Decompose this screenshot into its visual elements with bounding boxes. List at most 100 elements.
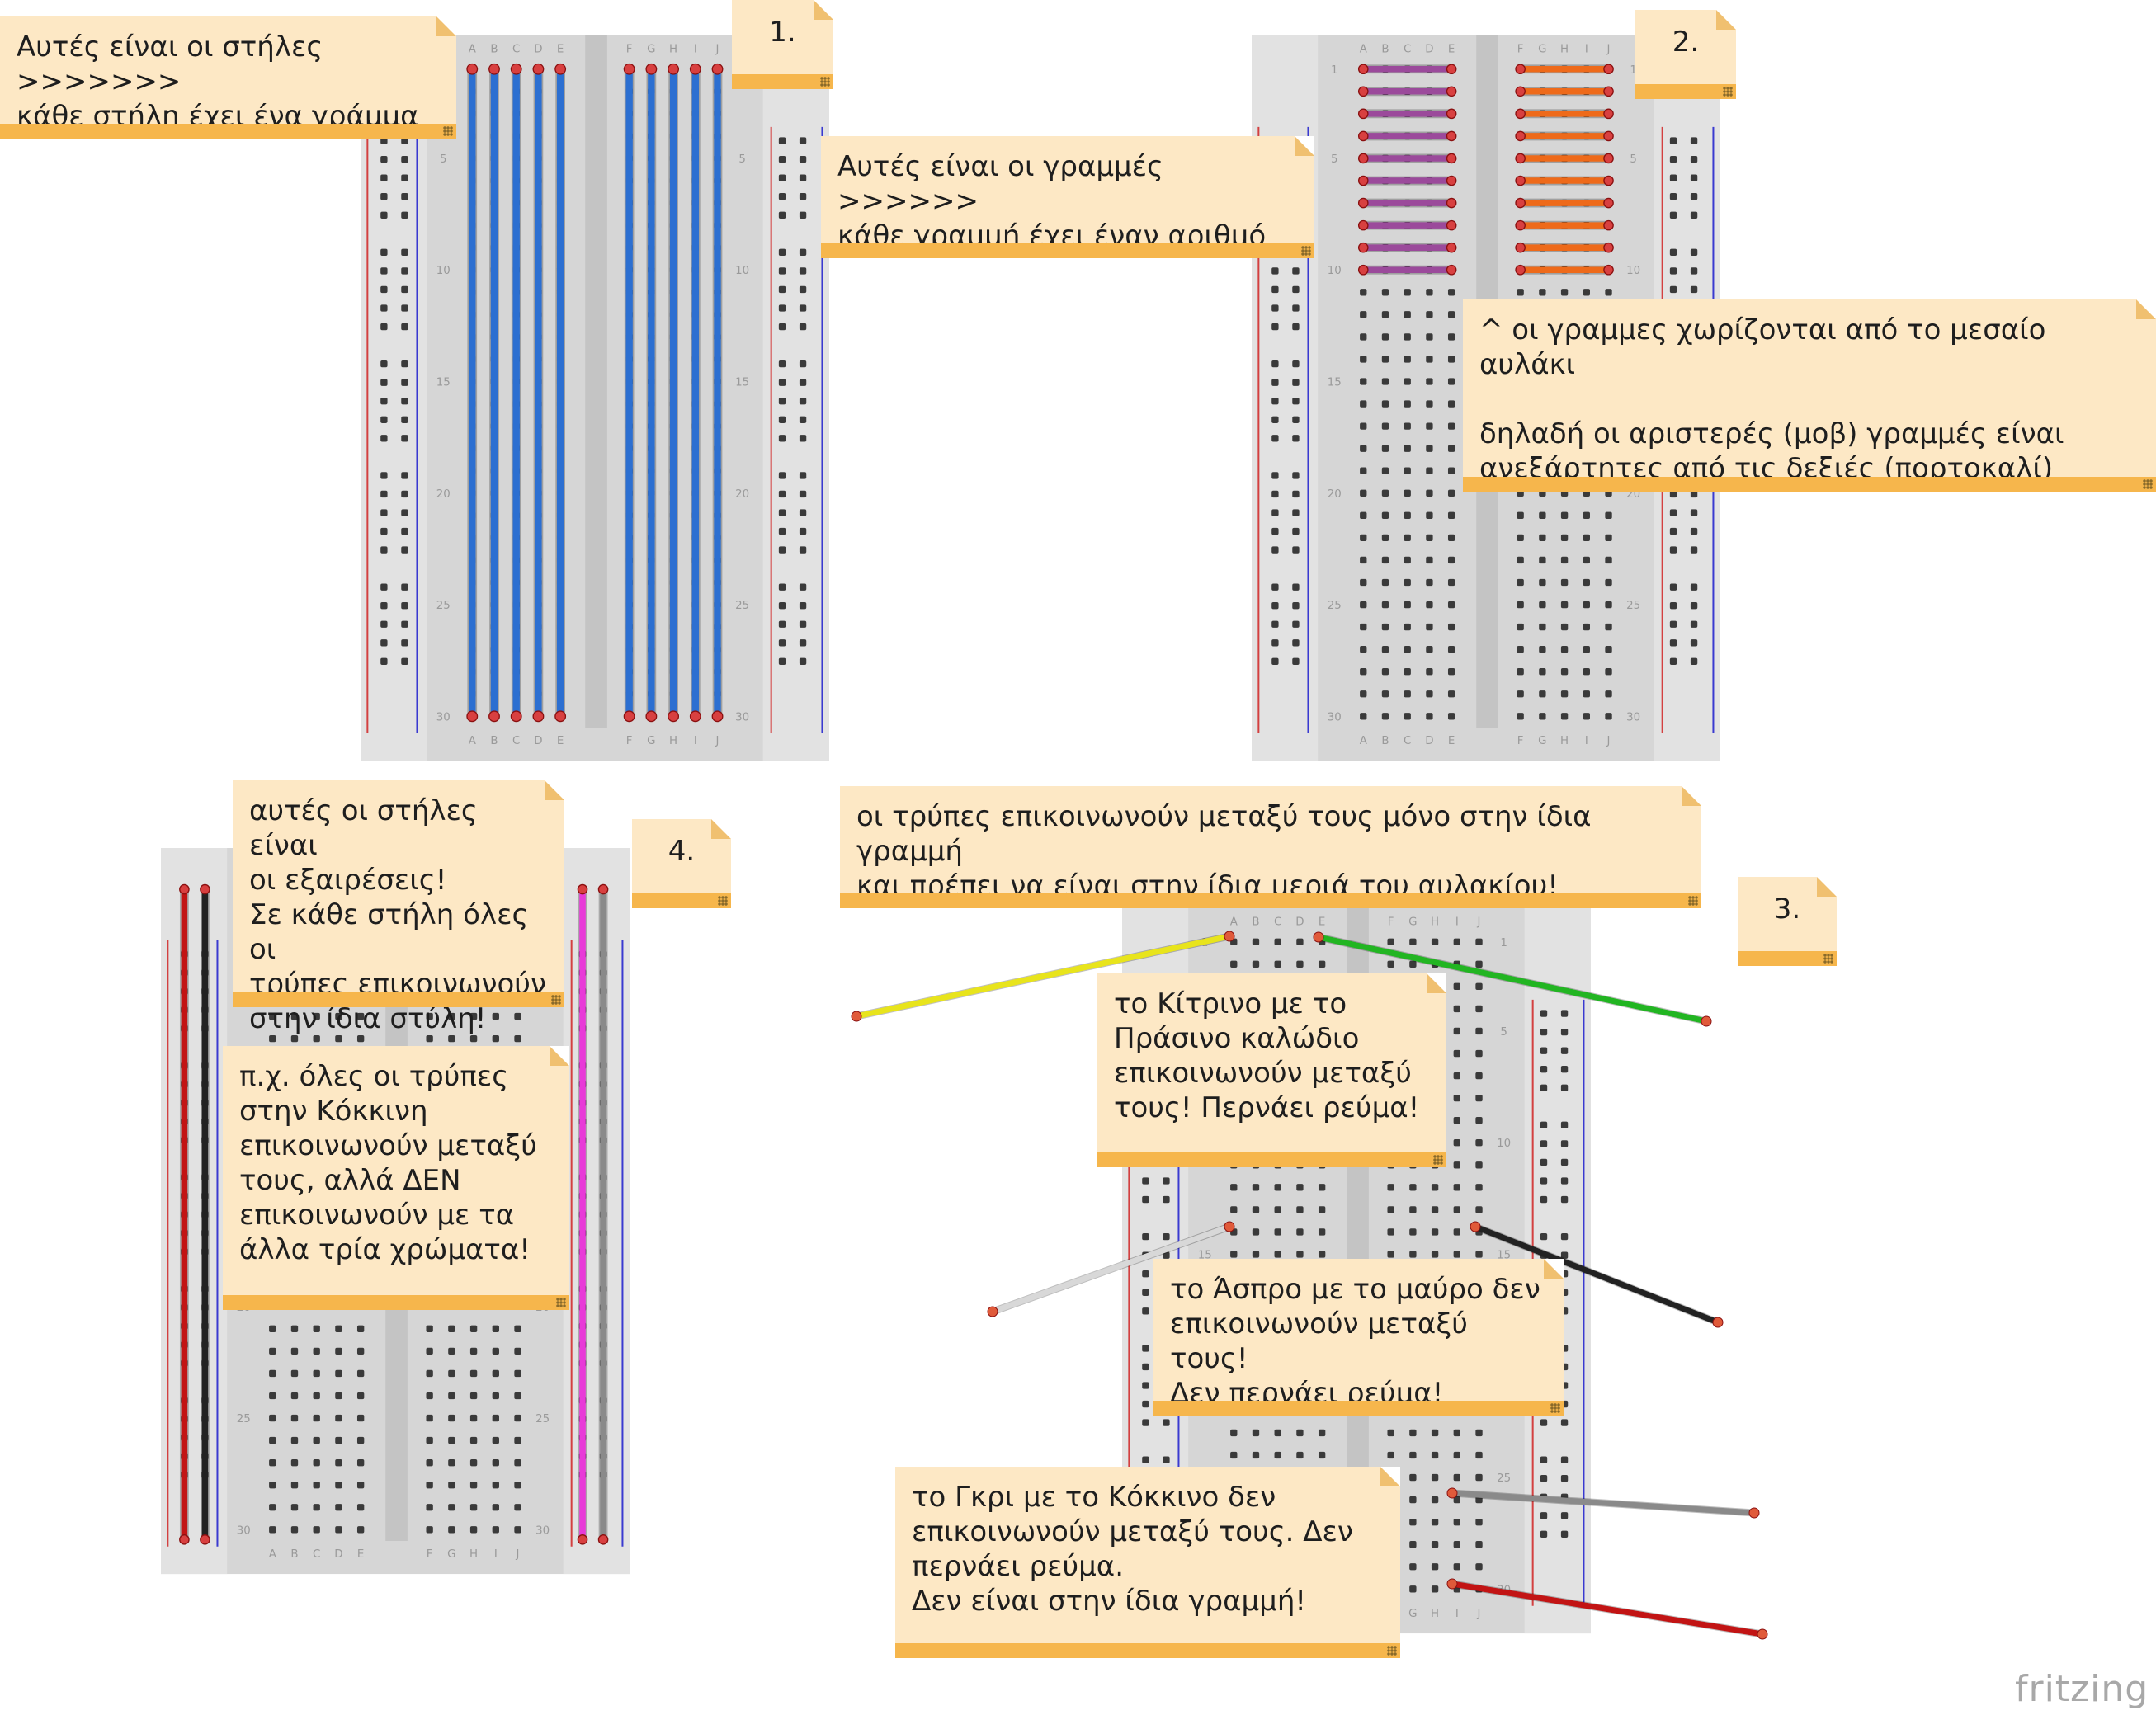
hole: [290, 1458, 299, 1467]
note-fold-corner: [1380, 1467, 1400, 1486]
hole: [269, 1325, 276, 1333]
hole: [1431, 938, 1439, 945]
hole: [1431, 1206, 1439, 1213]
column-letter-label: H: [1431, 1608, 1439, 1620]
hole: [1296, 938, 1304, 945]
hole: [1426, 289, 1433, 296]
hole: [1517, 534, 1524, 542]
hole: [1404, 311, 1411, 318]
hole: [1318, 960, 1326, 968]
column-letter-label: C: [1404, 44, 1411, 56]
rail-hole: [778, 174, 786, 181]
hole: [514, 1347, 521, 1355]
rail-hole: [1540, 1530, 1548, 1538]
column-letter-label: E: [357, 1548, 364, 1561]
column-letter-label: F: [626, 735, 633, 747]
note-resize-grip[interactable]: [2143, 479, 2153, 489]
note-fold-corner: [1427, 973, 1446, 993]
row-wire-orange-end: [1515, 153, 1526, 164]
note-resize-grip[interactable]: [718, 896, 728, 906]
rail-hole: [401, 379, 408, 386]
rail-hole: [1142, 1289, 1149, 1296]
rail-hole: [1540, 1419, 1548, 1426]
rail-hole: [1560, 1512, 1569, 1519]
note-columns-intro-text: Αυτές είναι οι στήλες >>>>>>> κάθε στήλη…: [17, 31, 419, 133]
column-wire-blue-end: [466, 710, 479, 723]
rail-hole: [1540, 1232, 1548, 1241]
hole: [1381, 489, 1389, 497]
note-resize-grip[interactable]: [1301, 246, 1311, 256]
rail-hole: [1540, 1047, 1548, 1054]
column-letter-label: G: [1408, 916, 1417, 929]
note-resize-grip[interactable]: [556, 1298, 566, 1307]
hole: [1453, 982, 1460, 991]
note-resize-grip[interactable]: [1433, 1155, 1443, 1165]
column-letter-label: A: [1360, 735, 1368, 747]
hole: [1381, 556, 1389, 564]
column-wire-blue-end: [488, 710, 500, 723]
rail-hole: [1540, 1084, 1548, 1091]
hole: [1475, 1005, 1483, 1013]
rail-hole: [1163, 1251, 1170, 1259]
column-letter-label: A: [469, 735, 477, 747]
rail-hole: [1292, 620, 1300, 628]
hole: [1560, 623, 1569, 631]
rail-hole: [778, 435, 786, 442]
note-resize-grip[interactable]: [1550, 1403, 1560, 1413]
column-letter-label: C: [512, 44, 520, 56]
note-resize-grip[interactable]: [820, 77, 830, 87]
hole: [1387, 1451, 1394, 1459]
row-number-label: 30: [436, 711, 451, 723]
rail-hole: [380, 527, 388, 535]
hole: [1475, 1473, 1483, 1482]
note-resize-grip[interactable]: [1723, 87, 1733, 97]
row-wire-orange-end: [1515, 197, 1526, 209]
rail-hole: [1292, 435, 1300, 442]
rail-hole: [1271, 435, 1279, 442]
note-resize-grip[interactable]: [443, 126, 453, 136]
wire-green: [1315, 934, 1710, 1025]
rail-hole: [778, 657, 786, 666]
rail-hole: [1690, 193, 1698, 200]
rail-hole: [1690, 527, 1698, 535]
note-resize-grip[interactable]: [551, 995, 561, 1005]
hole: [1426, 511, 1433, 520]
hole: [1404, 578, 1411, 587]
rail-hole: [1540, 1475, 1548, 1482]
row-wire-orange-end: [1515, 242, 1526, 253]
column-letter-label: A: [469, 44, 477, 56]
hole: [1360, 713, 1367, 720]
column-letter-label: H: [1560, 44, 1569, 56]
row-wire-orange-end: [1515, 130, 1526, 142]
rail-hole: [1560, 1028, 1569, 1036]
hole: [426, 1526, 433, 1534]
hole: [1605, 623, 1612, 631]
rail-hole: [401, 137, 408, 144]
rail-hole: [799, 416, 807, 423]
hole: [1517, 713, 1524, 720]
rail-hole: [799, 639, 807, 647]
rail-hole: [799, 211, 807, 219]
hole: [1381, 645, 1389, 653]
column-letter-label: G: [1408, 1608, 1417, 1620]
hole: [335, 1458, 342, 1467]
hole: [1318, 1206, 1326, 1213]
hole: [1252, 1451, 1260, 1459]
hole: [1583, 289, 1590, 296]
note-resize-grip[interactable]: [1688, 896, 1698, 906]
note-step-2: 2.: [1635, 10, 1736, 99]
row-number-label: 25: [237, 1413, 251, 1425]
hole: [1447, 534, 1455, 542]
note-example: π.χ. όλες οι τρύπες στην Κόκκινη επικοιν…: [223, 1046, 569, 1310]
note-resize-grip[interactable]: [1387, 1646, 1397, 1656]
rail-hole: [1669, 285, 1677, 294]
note-resize-grip[interactable]: [1823, 954, 1833, 964]
hole: [1447, 690, 1455, 698]
hole: [1404, 378, 1411, 385]
rail-hole: [1163, 1419, 1170, 1426]
column-letter-label: F: [1388, 916, 1394, 929]
hole: [313, 1012, 320, 1020]
note-same-row-text: οι τρύπες επικοινωνούν μεταξύ τους μόνο …: [856, 800, 1592, 902]
rail-hole: [799, 174, 807, 181]
right-power-rail: [762, 35, 829, 761]
